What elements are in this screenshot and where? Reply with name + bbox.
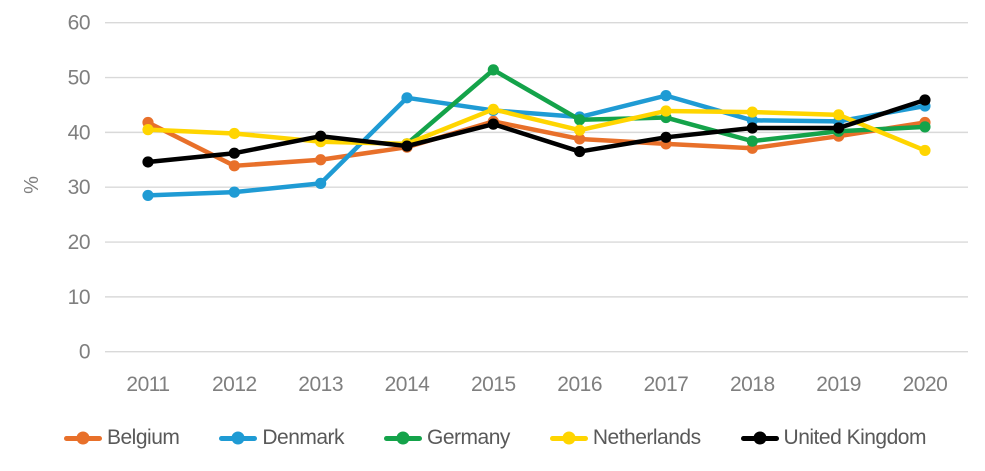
legend-marker-icon bbox=[549, 431, 588, 445]
legend-label: Belgium bbox=[107, 426, 180, 449]
data-point-germany bbox=[574, 114, 586, 126]
data-point-netherlands bbox=[142, 124, 154, 136]
y-tick-label: 10 bbox=[68, 286, 90, 309]
data-point-united-kingdom bbox=[833, 122, 845, 134]
y-tick-label: 0 bbox=[79, 341, 90, 364]
data-point-united-kingdom bbox=[919, 94, 931, 106]
x-tick-label: 2019 bbox=[816, 373, 861, 396]
data-point-netherlands bbox=[228, 127, 240, 140]
x-tick-label: 2020 bbox=[903, 373, 948, 396]
legend-marker-icon bbox=[740, 431, 779, 445]
data-point-denmark bbox=[746, 114, 758, 126]
legend-item-denmark: Denmark bbox=[219, 426, 345, 450]
legend-dot-icon bbox=[753, 431, 767, 445]
x-tick-label: 2013 bbox=[298, 373, 343, 396]
y-tick-label: 20 bbox=[68, 231, 90, 254]
data-point-netherlands bbox=[487, 103, 499, 115]
x-tick-label: 2012 bbox=[212, 373, 257, 396]
data-point-denmark bbox=[660, 90, 672, 102]
data-point-united-kingdom bbox=[228, 147, 240, 159]
legend-marker-icon bbox=[384, 431, 423, 445]
series-line-belgium bbox=[145, 119, 928, 169]
legend-dot-icon bbox=[231, 431, 245, 445]
legend-label: Denmark bbox=[262, 426, 345, 449]
x-tick-label: 2014 bbox=[385, 373, 431, 396]
y-axis-title: % bbox=[21, 176, 43, 194]
data-point-germany bbox=[487, 64, 499, 76]
data-point-denmark bbox=[315, 177, 327, 189]
data-point-netherlands bbox=[919, 144, 931, 157]
data-point-united-kingdom bbox=[660, 131, 672, 143]
legend-item-belgium: Belgium bbox=[64, 426, 180, 450]
x-tick-label: 2016 bbox=[557, 373, 602, 396]
data-point-germany bbox=[919, 121, 931, 133]
data-point-united-kingdom bbox=[401, 140, 413, 152]
legend: Belgium Denmark Germany Netherlands United K… bbox=[64, 426, 926, 450]
legend-item-germany: Germany bbox=[384, 426, 510, 450]
series-line-netherlands bbox=[145, 107, 928, 153]
data-point-belgium bbox=[228, 160, 240, 172]
series-line-denmark bbox=[145, 93, 928, 198]
x-tick-label: 2018 bbox=[730, 373, 775, 396]
y-tick-label: 40 bbox=[68, 121, 90, 144]
series-line-united-kingdom bbox=[145, 97, 928, 165]
data-point-netherlands bbox=[574, 124, 586, 136]
data-point-united-kingdom bbox=[746, 122, 758, 134]
legend-marker-icon bbox=[219, 431, 258, 445]
legend-marker-icon bbox=[64, 431, 102, 445]
data-point-belgium bbox=[574, 133, 586, 145]
data-point-netherlands bbox=[833, 109, 845, 121]
y-tick-label: 50 bbox=[68, 67, 90, 90]
y-tick-label: 30 bbox=[68, 176, 90, 199]
x-tick-label: 2011 bbox=[126, 373, 169, 396]
data-point-netherlands bbox=[660, 105, 672, 117]
x-tick-label: 2017 bbox=[644, 373, 689, 396]
data-point-united-kingdom bbox=[315, 130, 327, 142]
data-point-netherlands bbox=[746, 106, 758, 118]
data-point-denmark bbox=[401, 92, 413, 104]
data-point-denmark bbox=[142, 189, 154, 202]
data-point-united-kingdom bbox=[142, 156, 154, 168]
legend-dot-icon bbox=[562, 431, 576, 445]
legend-label: United Kingdom bbox=[783, 426, 927, 449]
data-point-united-kingdom bbox=[574, 145, 586, 158]
legend-item-united-kingdom: United Kingdom bbox=[740, 426, 927, 450]
data-point-united-kingdom bbox=[487, 118, 499, 130]
legend-label: Germany bbox=[427, 426, 510, 449]
data-point-germany bbox=[746, 135, 758, 147]
y-tick-label: 60 bbox=[68, 12, 90, 35]
data-point-belgium bbox=[315, 154, 327, 166]
legend-label: Netherlands bbox=[592, 426, 701, 449]
legend-dot-icon bbox=[76, 431, 90, 445]
data-point-denmark bbox=[228, 186, 240, 198]
legend-dot-icon bbox=[396, 431, 410, 445]
legend-item-netherlands: Netherlands bbox=[549, 426, 701, 450]
x-tick-label: 2015 bbox=[471, 373, 516, 396]
